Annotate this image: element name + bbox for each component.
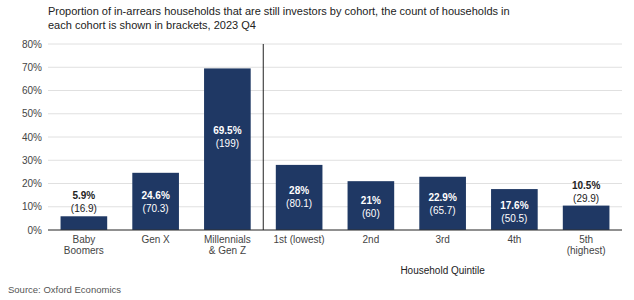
bar (204, 68, 251, 230)
data-labels: 5.9% (16.9) 24.6% (70.3) 69.5% (199) 28% (80.1)… (71, 125, 601, 224)
bar (276, 165, 323, 230)
x-tick-label: Millennials& Gen Z (204, 234, 251, 256)
count-label: (65.7) (430, 205, 456, 216)
y-tick-label: 10% (22, 201, 42, 212)
x-tick-label: 3rd (435, 234, 449, 245)
grid-line (48, 113, 622, 114)
group-label: Household Quintile (400, 265, 485, 276)
x-tick-label: 5th(highest) (567, 234, 606, 256)
bar (61, 216, 108, 230)
count-label: (50.5) (501, 213, 527, 224)
x-axis-line (48, 230, 622, 231)
bar (563, 206, 610, 230)
count-label: (29.9) (573, 193, 599, 204)
count-label: (70.3) (143, 203, 169, 214)
bar (419, 177, 466, 230)
grid (48, 44, 622, 230)
data-label: 5.9% (72, 190, 95, 201)
bar (348, 181, 395, 230)
data-label: 28% (289, 185, 309, 196)
y-tick-label: 40% (22, 132, 42, 143)
y-tick-label: 30% (22, 155, 42, 166)
data-label: 21% (361, 195, 381, 206)
data-label: 10.5% (572, 180, 600, 191)
count-label: (199) (216, 138, 239, 149)
x-tick-label: 4th (507, 234, 521, 245)
bar (491, 189, 538, 230)
y-tick-label: 60% (22, 85, 42, 96)
bar (132, 173, 179, 230)
x-tick-label: 1st (lowest) (274, 234, 325, 245)
x-tick-label: Gen X (141, 234, 170, 245)
data-label: 24.6% (141, 190, 169, 201)
grid-line (48, 137, 622, 138)
count-label: (60) (362, 208, 380, 219)
chart: Proportion of in-arrears households that… (0, 0, 634, 300)
y-tick-label: 80% (22, 39, 42, 50)
x-tick-label: BabyBoomers (64, 234, 104, 256)
grid-line (48, 67, 622, 68)
title: Proportion of in-arrears households that… (48, 5, 510, 31)
x-tick-label: 2nd (363, 234, 380, 245)
y-tick-label: 50% (22, 108, 42, 119)
data-label: 69.5% (213, 125, 241, 136)
data-label: 17.6% (500, 200, 528, 211)
grid-line (48, 230, 622, 231)
data-label: 22.9% (428, 192, 456, 203)
bars (61, 68, 610, 230)
count-label: (16.9) (71, 203, 97, 214)
source: Source: Oxford Economics (8, 284, 121, 295)
grid-line (48, 160, 622, 161)
count-label: (80.1) (286, 198, 312, 209)
grid-line (48, 90, 622, 91)
group-divider (263, 44, 264, 230)
grid-line (48, 44, 622, 45)
y-tick-label: 0% (28, 225, 43, 236)
y-tick-label: 20% (22, 178, 42, 189)
y-tick-label: 70% (22, 62, 42, 73)
